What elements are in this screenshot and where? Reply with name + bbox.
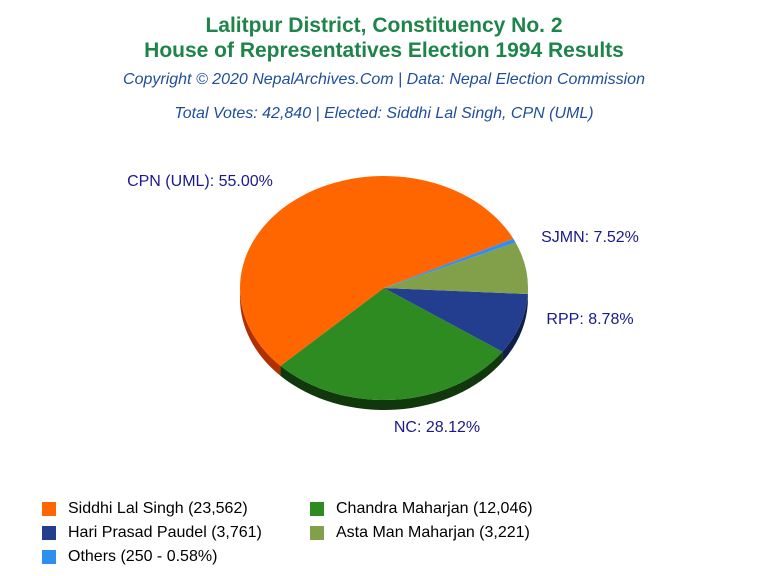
pie-slice-4 [384, 238, 516, 288]
legend-label: Others (250 - 0.58%) [68, 548, 218, 565]
pie-slice-1 [280, 288, 503, 400]
pie-slices [239, 175, 528, 400]
legend-swatch [42, 502, 56, 516]
summary-text: Total Votes: 42,840 | Elected: Siddhi La… [174, 105, 594, 122]
legend-swatch [310, 526, 324, 540]
legend-swatch [310, 502, 324, 516]
chart-title-line1: Lalitpur District, Constituency No. 2 [205, 14, 563, 37]
legend-item: Siddhi Lal Singh (23,562) [42, 500, 248, 518]
legend-swatch [42, 526, 56, 540]
pie-side-1 [280, 351, 503, 410]
legend-item: Chandra Maharjan (12,046) [310, 500, 533, 518]
legend-item: Others (250 - 0.58%) [42, 548, 217, 566]
pie-side-0 [240, 288, 281, 376]
legend-item: Hari Prasad Paudel (3,761) [42, 524, 262, 542]
copyright-text: Copyright © 2020 NepalArchives.Com | Dat… [123, 71, 645, 88]
pie-label-1: NC: 28.12% [394, 419, 480, 436]
pie-depth [240, 288, 528, 410]
legend-item: Asta Man Maharjan (3,221) [310, 524, 530, 542]
legend-label: Hari Prasad Paudel (3,761) [68, 524, 262, 541]
chart-title-line2: House of Representatives Election 1994 R… [144, 39, 624, 62]
pie-slice-2 [384, 288, 528, 352]
pie-label-2: RPP: 8.78% [546, 311, 633, 328]
pie-slice-3 [384, 242, 528, 295]
pie-label-3: SJMN: 7.52% [541, 229, 639, 246]
pie-labels: CPN (UML): 55.00% NC: 28.12% RPP: 8.78% SJM… [127, 173, 639, 436]
legend-label: Siddhi Lal Singh (23,562) [68, 500, 248, 517]
legend-swatch [42, 550, 56, 564]
pie-side-2 [502, 294, 528, 362]
legend-label: Chandra Maharjan (12,046) [336, 500, 533, 517]
legend-label: Asta Man Maharjan (3,221) [336, 524, 530, 541]
pie-slice-0 [239, 175, 514, 366]
pie-label-0: CPN (UML): 55.00% [127, 173, 273, 190]
